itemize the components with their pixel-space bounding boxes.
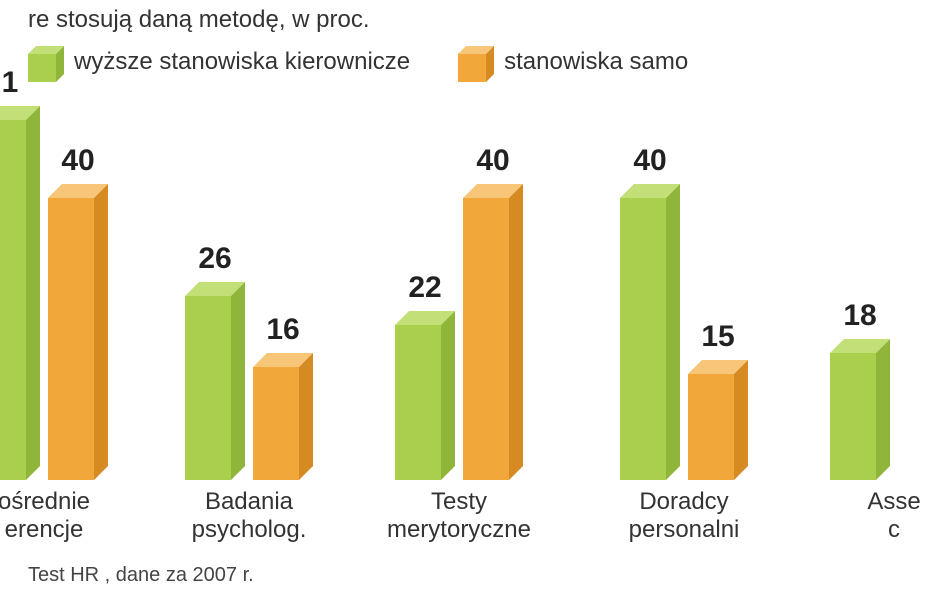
bar-chart: 14026162240401518 (0, 110, 948, 480)
legend-label-s2: stanowiska samo (504, 48, 688, 76)
bar-advisors-s1 (620, 184, 666, 480)
legend-label-s1: wyższe stanowiska kierownicze (74, 48, 410, 76)
bar-group-psych: 26 16 (175, 106, 335, 480)
x-label-references: ośrednieerencje (0, 488, 134, 544)
x-label-psych-line1: Badania (205, 488, 293, 515)
bar-merit-s1-value: 22 (385, 271, 465, 305)
bar-group-references: 140 (0, 106, 130, 480)
bar-psych-s1 (185, 282, 231, 480)
bar-merit-s2-value: 40 (453, 144, 533, 178)
bar-psych-s2 (253, 353, 299, 480)
bar-group-merit: 22 40 (385, 106, 545, 480)
x-label-advisors-line2: personalni (629, 516, 740, 543)
bar-group-advisors: 40 15 (610, 106, 770, 480)
x-label-assess-line1: Asse (867, 488, 920, 515)
bar-merit-s1 (395, 311, 441, 480)
bar-advisors-s2 (688, 360, 734, 480)
bar-references-s2 (48, 184, 94, 480)
bar-references-s2-value: 40 (38, 144, 118, 178)
legend-item-s2: stanowiska samo (458, 44, 688, 80)
x-label-merit-line1: Testy (431, 488, 487, 515)
x-label-merit: Testymerytoryczne (369, 488, 549, 544)
legend-swatch-s2 (458, 46, 494, 82)
bar-psych-s2-value: 16 (243, 313, 323, 347)
chart-source: Test HR , dane za 2007 r. (28, 564, 254, 587)
x-label-references-line1: ośrednie (0, 488, 90, 515)
bar-references-s1 (0, 106, 26, 480)
x-label-advisors: Doradcypersonalni (594, 488, 774, 544)
x-axis-labels: ośrednieerencje Badaniapsycholog. Testymer… (0, 488, 948, 552)
x-label-psych: Badaniapsycholog. (159, 488, 339, 544)
legend-item-s1: wyższe stanowiska kierownicze (28, 44, 410, 80)
x-label-merit-line2: merytoryczne (387, 516, 531, 543)
bar-group-assess: 18 (820, 106, 948, 480)
x-label-advisors-line1: Doradcy (639, 488, 728, 515)
chart-subtitle: re stosują daną metodę, w proc. (28, 6, 370, 34)
bar-psych-s1-value: 26 (175, 242, 255, 276)
x-label-references-line2: erencje (5, 516, 84, 543)
bar-assess-s1-value: 18 (820, 299, 900, 333)
bar-references-s1-value: 1 (0, 66, 50, 100)
x-label-psych-line2: psycholog. (192, 516, 307, 543)
legend: wyższe stanowiska kierownicze stanowiska… (28, 44, 688, 80)
bar-assess-s1 (830, 339, 876, 480)
x-label-assess: Assec (804, 488, 948, 544)
bar-advisors-s2-value: 15 (678, 320, 758, 354)
bar-merit-s2 (463, 184, 509, 480)
bar-advisors-s1-value: 40 (610, 144, 690, 178)
x-label-assess-line2: c (888, 516, 900, 543)
